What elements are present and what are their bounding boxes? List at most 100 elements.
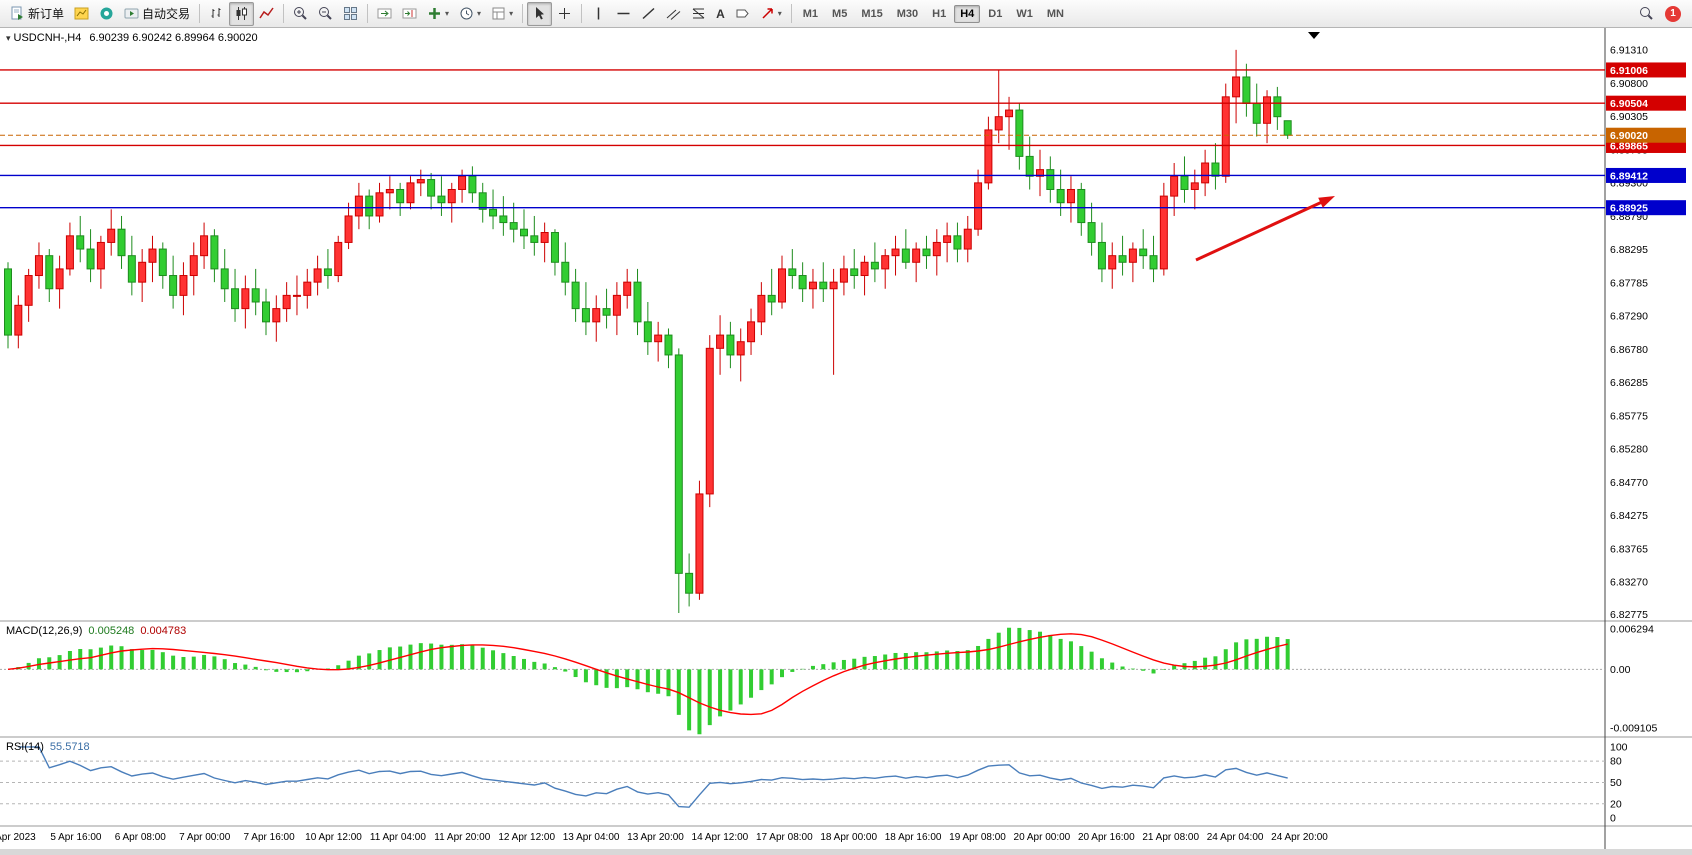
- text-icon: A: [716, 6, 725, 21]
- timeframe-mn-button[interactable]: MN: [1046, 7, 1064, 20]
- fibonacci-button[interactable]: [686, 2, 711, 26]
- notification-badge[interactable]: 1: [1665, 5, 1681, 22]
- timeframe-group: M1 M5 M15 M30 H1 H4 D1 W1 MN: [796, 4, 1071, 23]
- svg-text:6.90800: 6.90800: [1610, 78, 1648, 90]
- new-order-label: 新订单: [28, 7, 65, 21]
- bar-chart-button[interactable]: [204, 2, 229, 26]
- macd-label: MACD(12,26,9) 0.005248 0.004783: [6, 625, 186, 637]
- timeframe-w1-button[interactable]: W1: [1016, 7, 1033, 20]
- svg-text:6.85775: 6.85775: [1610, 411, 1648, 423]
- templates-button[interactable]: ▾: [486, 2, 518, 26]
- auto-trading-icon: [124, 8, 139, 19]
- price-axis[interactable]: 6.913106.908006.903056.897956.893006.887…: [1606, 44, 1686, 621]
- cursor-icon: [536, 7, 545, 20]
- search-button[interactable]: [1634, 2, 1659, 26]
- svg-text:0.00: 0.00: [1610, 664, 1631, 676]
- svg-text:13 Apr 20:00: 13 Apr 20:00: [627, 832, 684, 843]
- svg-text:21 Apr 08:00: 21 Apr 08:00: [1142, 832, 1199, 843]
- svg-text:6.89412: 6.89412: [1610, 170, 1648, 182]
- horizontal-line-icon: [617, 12, 630, 15]
- svg-text:6.87785: 6.87785: [1610, 278, 1648, 290]
- label-icon: [736, 9, 749, 18]
- svg-text:6.89865: 6.89865: [1610, 140, 1648, 152]
- svg-text:6.86780: 6.86780: [1610, 344, 1648, 356]
- timeframe-m1-button[interactable]: M1: [802, 7, 819, 20]
- vertical-line-button[interactable]: [586, 2, 611, 26]
- channel-button[interactable]: [661, 2, 686, 26]
- candles[interactable]: [4, 49, 1292, 614]
- chart-window[interactable]: 6.913106.908006.903056.897956.893006.887…: [0, 28, 1692, 855]
- periods-clock-icon: [460, 7, 473, 20]
- zoom-in-icon: [294, 7, 307, 20]
- macd-panel[interactable]: 0.006294 0.00 -0.009105: [0, 623, 1657, 735]
- terminal-button[interactable]: [94, 2, 119, 26]
- timeframe-h4-button[interactable]: H4: [954, 4, 981, 23]
- auto-trading-button[interactable]: 自动交易: [119, 2, 195, 26]
- chart-canvas[interactable]: 6.913106.908006.903056.897956.893006.887…: [0, 28, 1692, 855]
- svg-text:6.88925: 6.88925: [1610, 203, 1648, 215]
- vertical-line-icon: [597, 7, 600, 20]
- periods-button[interactable]: ▾: [454, 2, 486, 26]
- chart-menu-icon[interactable]: ▾: [6, 33, 11, 43]
- tile-windows-button[interactable]: [338, 2, 363, 26]
- rsi-panel[interactable]: 100 80 50 20 0: [0, 741, 1628, 824]
- svg-text:10 Apr 12:00: 10 Apr 12:00: [305, 832, 362, 843]
- chart-symbol-period: USDCNH-,H4: [13, 32, 82, 44]
- crosshair-button[interactable]: [552, 2, 577, 26]
- svg-text:6.90020: 6.90020: [1610, 130, 1648, 142]
- trend-arrow-annotation[interactable]: [1195, 196, 1335, 262]
- svg-text:80: 80: [1610, 756, 1622, 768]
- time-axis[interactable]: 5 Apr 2023 5 Apr 16:00 6 Apr 08:00 7 Apr 00…: [0, 832, 1328, 843]
- timeframe-h1-button[interactable]: H1: [932, 7, 947, 20]
- svg-text:24 Apr 20:00: 24 Apr 20:00: [1271, 832, 1328, 843]
- svg-text:19 Apr 08:00: 19 Apr 08:00: [949, 832, 1006, 843]
- svg-text:18 Apr 00:00: 18 Apr 00:00: [820, 832, 877, 843]
- crosshair-icon: [559, 8, 571, 19]
- svg-text:5 Apr 16:00: 5 Apr 16:00: [50, 832, 102, 843]
- timeframe-d1-button[interactable]: D1: [988, 7, 1003, 20]
- svg-text:6.87290: 6.87290: [1610, 310, 1648, 322]
- chart-window-button[interactable]: [69, 2, 94, 26]
- svg-text:0: 0: [1610, 812, 1616, 824]
- zoom-out-icon: [319, 7, 332, 20]
- arrows-button[interactable]: ▾: [755, 2, 787, 26]
- scroll-end-marker[interactable]: [1308, 32, 1320, 39]
- timeframe-m15-button[interactable]: M15: [861, 7, 883, 20]
- line-chart-button[interactable]: [254, 2, 279, 26]
- horizontal-lines[interactable]: [0, 69, 1605, 209]
- svg-text:13 Apr 04:00: 13 Apr 04:00: [563, 832, 620, 843]
- svg-text:6.85280: 6.85280: [1610, 443, 1648, 455]
- timeframe-m5-button[interactable]: M5: [832, 7, 848, 20]
- chart-shift-button[interactable]: [397, 2, 422, 26]
- svg-text:50: 50: [1610, 777, 1622, 789]
- horizontal-line-button[interactable]: [611, 2, 636, 26]
- svg-text:6.90504: 6.90504: [1610, 98, 1648, 110]
- toolbar-separator: [199, 4, 201, 23]
- chart-window-icon: [74, 7, 89, 20]
- cursor-button[interactable]: [527, 1, 553, 26]
- svg-text:18 Apr 16:00: 18 Apr 16:00: [885, 832, 942, 843]
- zoom-in-button[interactable]: [288, 2, 313, 26]
- macd-name: MACD(12,26,9): [6, 625, 83, 637]
- toolbar-separator: [790, 4, 792, 23]
- arrows-icon: [762, 8, 773, 19]
- auto-scroll-button[interactable]: [372, 2, 397, 26]
- svg-text:11 Apr 04:00: 11 Apr 04:00: [370, 832, 426, 843]
- panel-separators: [0, 28, 1692, 855]
- indicators-button[interactable]: ▾: [422, 2, 454, 26]
- label-button[interactable]: [730, 2, 755, 26]
- svg-text:6.83765: 6.83765: [1610, 544, 1648, 556]
- svg-text:14 Apr 12:00: 14 Apr 12:00: [692, 832, 749, 843]
- indicators-icon: [429, 8, 441, 19]
- svg-text:6 Apr 08:00: 6 Apr 08:00: [115, 832, 167, 843]
- channel-icon: [666, 9, 681, 20]
- new-order-button[interactable]: 新订单: [5, 2, 69, 26]
- candlestick-chart-button[interactable]: [229, 1, 255, 26]
- zoom-out-button[interactable]: [313, 2, 338, 26]
- trendline-button[interactable]: [636, 2, 661, 26]
- toolbar-separator: [581, 4, 583, 23]
- svg-text:7 Apr 16:00: 7 Apr 16:00: [244, 832, 296, 843]
- timeframe-m30-button[interactable]: M30: [896, 7, 919, 20]
- rsi-label: RSI(14) 55.5718: [6, 741, 90, 753]
- text-button[interactable]: A: [711, 2, 730, 26]
